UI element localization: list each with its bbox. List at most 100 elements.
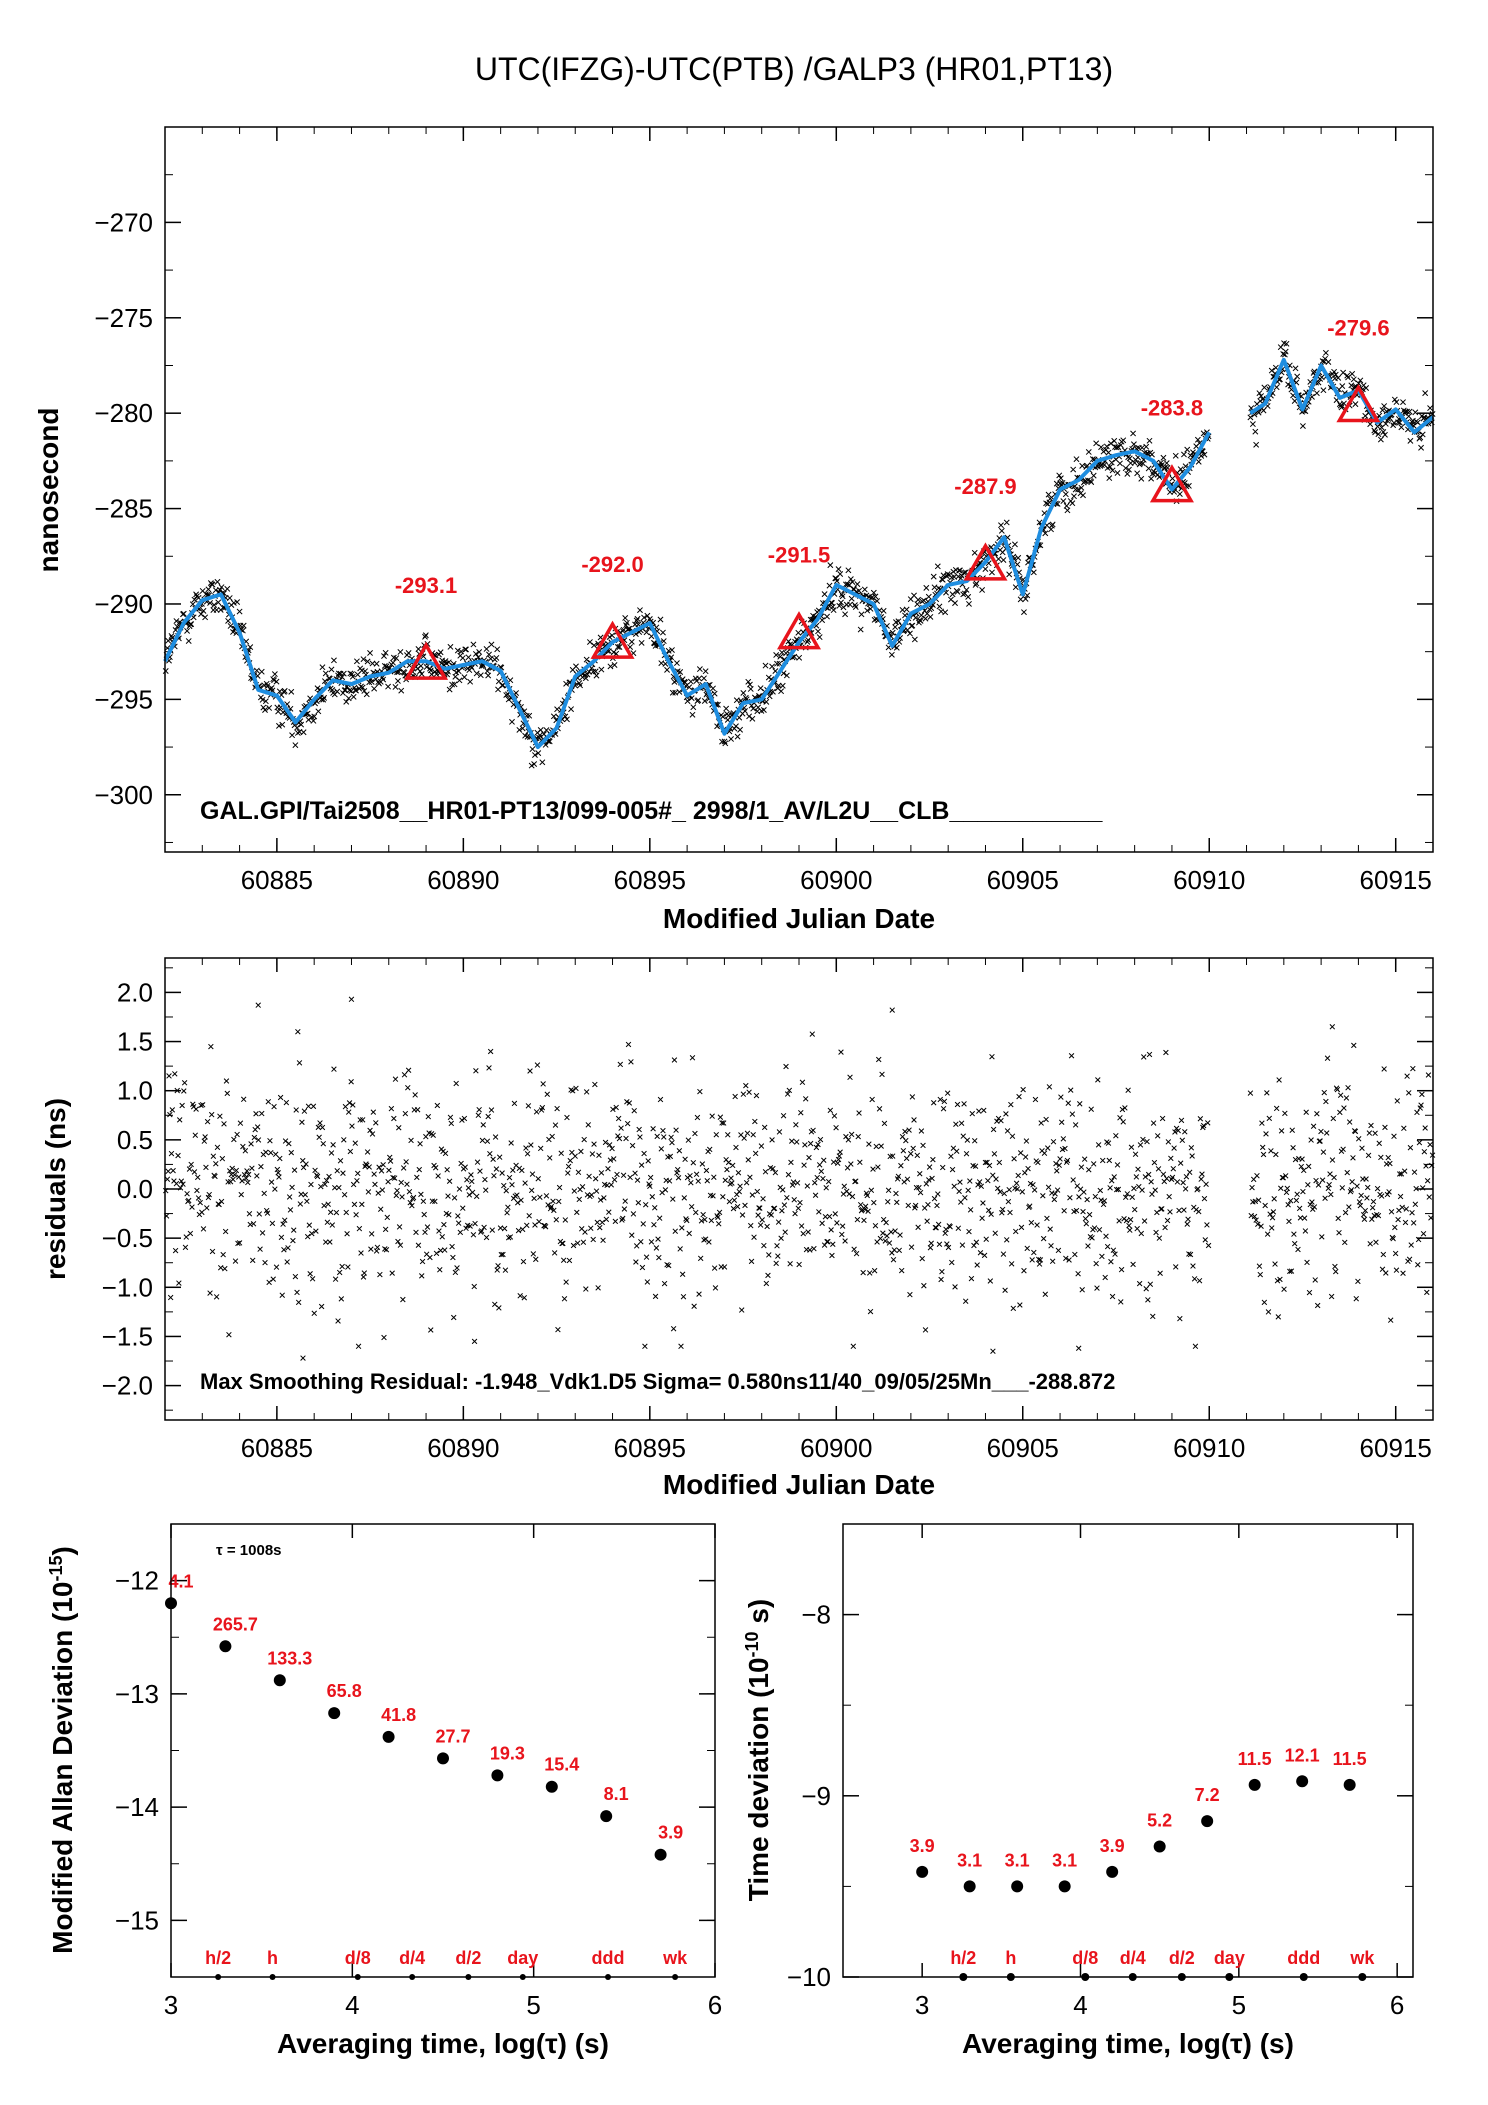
p2-residual-point xyxy=(1287,1268,1293,1275)
p2-residual-point xyxy=(462,1164,468,1170)
p2-residual-point xyxy=(523,1145,529,1151)
p2-residual-point xyxy=(301,1108,308,1114)
p1-data-point xyxy=(1393,399,1400,406)
p2-residual-point xyxy=(176,1280,182,1286)
p1-data-point xyxy=(686,684,693,691)
p2-residual-point xyxy=(1163,1049,1169,1056)
p1-smooth-curve xyxy=(1249,357,1435,435)
p2-residual-point xyxy=(1182,1186,1189,1192)
p1-smooth-curve xyxy=(163,431,1211,750)
p2-residual-point xyxy=(1256,1263,1263,1269)
p2-residual-point xyxy=(412,1092,418,1098)
p2-residual-point xyxy=(1130,1261,1136,1268)
p1-y-tick-label: −300 xyxy=(94,780,153,810)
p3-data-label: 4.1 xyxy=(168,1571,193,1591)
p2-residual-point xyxy=(1104,1243,1111,1250)
p1-data-point xyxy=(1120,437,1127,444)
p1-data-point xyxy=(760,707,767,713)
p1-data-point xyxy=(484,668,491,675)
p2-residual-point xyxy=(640,1221,647,1227)
p1-data-point xyxy=(895,618,902,625)
p2-residual-point xyxy=(742,1202,748,1209)
p2-residual-point xyxy=(279,1292,286,1298)
p1-data-point xyxy=(353,658,360,665)
p2-residual-point xyxy=(694,1114,701,1121)
p2-residual-point xyxy=(202,1134,208,1140)
p3-y-axis-label: Modified Allan Deviation (10-15) xyxy=(46,1546,78,1954)
p2-residual-point xyxy=(897,1232,903,1238)
p2-residual-point xyxy=(262,1259,268,1266)
p1-data-point xyxy=(643,629,650,636)
p1-data-point xyxy=(942,609,949,616)
p2-residual-point xyxy=(997,1189,1003,1195)
p2-residual-point xyxy=(1366,1130,1373,1136)
p2-residual-point xyxy=(1054,1168,1060,1174)
p2-residual-point xyxy=(1334,1086,1341,1093)
p1-data-point xyxy=(723,705,730,712)
p1-data-point xyxy=(193,591,200,598)
p2-residual-point xyxy=(237,1120,244,1126)
p2-residual-point xyxy=(1031,1187,1038,1193)
p2-residual-point xyxy=(633,1243,640,1249)
p1-data-point xyxy=(1372,429,1379,436)
p2-residual-point xyxy=(221,1121,227,1127)
p2-residual-point xyxy=(709,1113,715,1119)
p2-residual-point xyxy=(785,1171,792,1178)
p2-residual-point xyxy=(1346,1204,1352,1210)
p1-data-point xyxy=(827,562,834,569)
p2-residual-point xyxy=(402,1110,409,1117)
p1-data-point xyxy=(742,708,748,714)
p2-residual-point xyxy=(184,1190,190,1197)
p2-residual-point xyxy=(1414,1109,1420,1116)
p4-frame xyxy=(842,1523,1414,1978)
p2-residual-point xyxy=(1344,1169,1350,1176)
p2-residual-point xyxy=(1076,1194,1082,1200)
p1-data-point xyxy=(1030,569,1037,576)
p2-residual-point xyxy=(244,1168,250,1174)
p1-data-point xyxy=(1277,344,1284,351)
p2-residual-point xyxy=(652,1293,659,1300)
p2-residual-point xyxy=(1172,1264,1179,1270)
p2-residual-point xyxy=(781,1202,788,1208)
p1-data-point xyxy=(1043,500,1050,507)
p3-data-label: 15.4 xyxy=(544,1755,579,1775)
p2-residual-point xyxy=(270,1276,276,1282)
p1-data-point xyxy=(1103,443,1110,450)
p1-data-point xyxy=(673,660,680,667)
p1-data-point xyxy=(598,666,605,673)
p2-residual-point xyxy=(1199,1171,1205,1177)
p2-residual-point xyxy=(857,1201,864,1208)
p2-residual-point xyxy=(472,1220,478,1227)
p4-data-point xyxy=(1153,1840,1166,1853)
p2-residual-point xyxy=(929,1175,935,1182)
p2-residual-point xyxy=(406,1188,413,1195)
p2-residual-point xyxy=(1086,1166,1092,1173)
p2-residual-point xyxy=(882,1238,889,1244)
p2-residual-point xyxy=(1278,1128,1285,1134)
p2-residual-point xyxy=(645,1158,651,1164)
p2-residual-point xyxy=(938,1276,944,1283)
p2-residual-point xyxy=(1395,1216,1401,1223)
p2-residual-point xyxy=(1323,1130,1330,1136)
p2-residual-point xyxy=(1167,1209,1173,1215)
p2-residual-point xyxy=(922,1327,929,1333)
p2-residual-point xyxy=(1139,1187,1145,1193)
p1-marker-triangle xyxy=(1336,384,1381,423)
p2-residual-point xyxy=(565,1163,572,1170)
p1-data-point xyxy=(682,679,689,686)
p2-residual-point xyxy=(1110,1247,1117,1253)
p1-data-point xyxy=(769,663,776,670)
p2-residual-point xyxy=(869,1096,875,1103)
p2-residual-point xyxy=(855,1133,861,1140)
p2-residual-point xyxy=(725,1132,731,1138)
p2-residual-point xyxy=(823,1185,829,1191)
p1-data-point xyxy=(833,578,840,584)
p2-residual-point xyxy=(1391,1133,1397,1140)
p1-data-point xyxy=(405,650,412,656)
p2-residual-point xyxy=(1175,1127,1181,1134)
p2-residual-point xyxy=(1132,1151,1139,1157)
p2-residual-point xyxy=(515,1227,522,1234)
p2-residual-point xyxy=(875,1056,882,1063)
p1-data-point xyxy=(750,705,757,712)
p2-residual-point xyxy=(377,1206,384,1212)
